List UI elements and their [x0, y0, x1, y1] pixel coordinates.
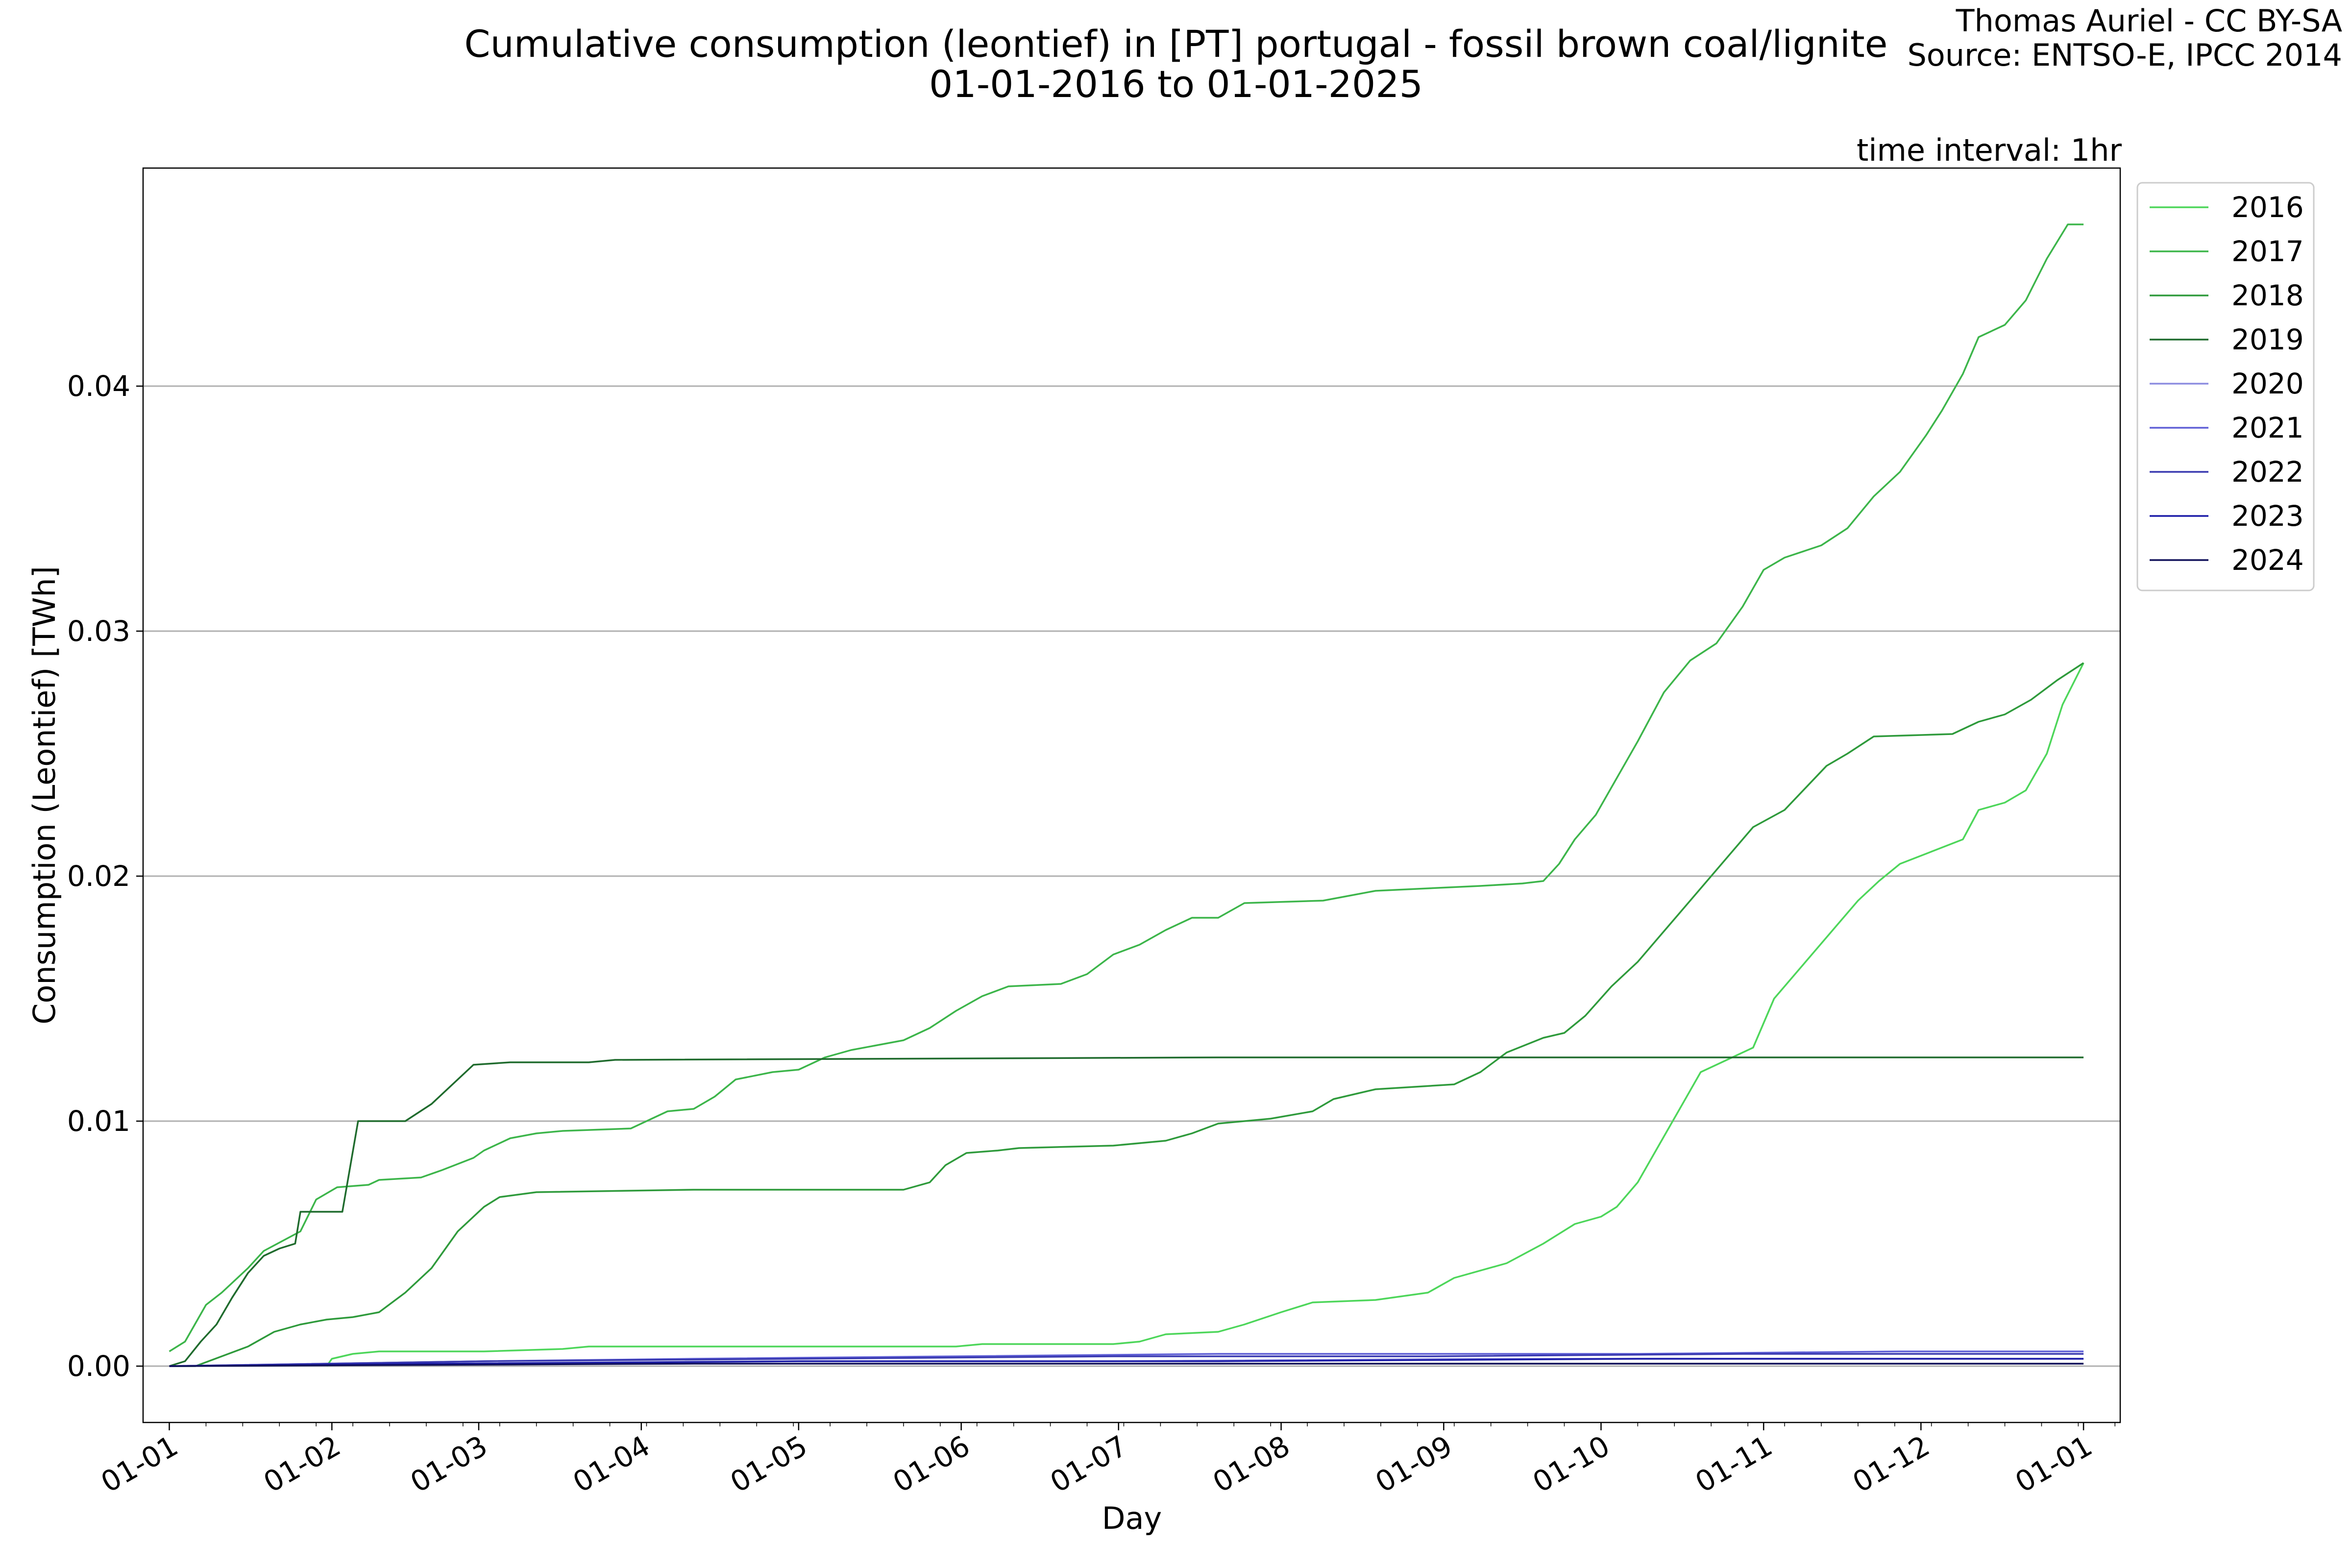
- legend-label: 2024: [2231, 543, 2304, 577]
- credit-source: Source: ENTSO-E, IPCC 2014: [1907, 37, 2342, 73]
- legend-label: 2020: [2231, 367, 2304, 400]
- legend-label: 2023: [2231, 499, 2304, 533]
- series-layer: [169, 223, 2084, 1367]
- legend-label: 2022: [2231, 455, 2304, 489]
- legend-label: 2016: [2231, 191, 2304, 224]
- series-line-2022: [169, 1353, 2084, 1367]
- series-line-2023: [169, 1358, 2084, 1367]
- series-line-2024: [169, 1363, 2084, 1367]
- series-line-2016: [326, 662, 2084, 1367]
- time-interval-note: time interval: 1hr: [1857, 132, 2122, 168]
- y-tick-label: 0.02: [67, 859, 130, 893]
- legend-item-2020: 2020: [2150, 367, 2304, 400]
- chart-title: Cumulative consumption (leontief) in [PT…: [465, 22, 1888, 66]
- legend-item-2024: 2024: [2150, 543, 2304, 577]
- series-line-2018: [169, 662, 2084, 1367]
- legend-label: 2018: [2231, 279, 2304, 312]
- legend-label: 2017: [2231, 235, 2304, 268]
- grid-lines: [143, 385, 2120, 1367]
- legend-item-2021: 2021: [2150, 411, 2304, 444]
- legend-frame: [2136, 182, 2315, 591]
- y-axis-label: Consumption (Leontief) [TWh]: [26, 566, 62, 1025]
- legend-label: 2021: [2231, 411, 2304, 444]
- y-tick-label: 0.04: [67, 369, 130, 403]
- x-axis-label: Day: [1102, 1500, 1162, 1536]
- legend-item-2019: 2019: [2150, 323, 2304, 356]
- legend-item-2022: 2022: [2150, 455, 2304, 489]
- legend-label: 2019: [2231, 323, 2304, 356]
- legend: 2016 2017 2018 2019 2020 2021 2022 2023 2024: [2136, 182, 2315, 591]
- y-axis: 0.00 0.01 0.02 0.03 0.04: [67, 369, 143, 1383]
- y-tick-label: 0.00: [67, 1349, 130, 1383]
- legend-item-2018: 2018: [2150, 279, 2304, 312]
- chart-subtitle: 01-01-2016 to 01-01-2025: [929, 62, 1423, 106]
- legend-item-2023: 2023: [2150, 499, 2304, 533]
- plot-area-frame: [142, 167, 2121, 1423]
- series-line-2017: [169, 223, 2084, 1352]
- series-line-2019: [169, 1056, 2084, 1367]
- credit-author: Thomas Auriel - CC BY-SA: [1956, 3, 2342, 39]
- y-tick-label: 0.03: [67, 614, 130, 648]
- legend-item-2017: 2017: [2150, 235, 2304, 268]
- y-tick-label: 0.01: [67, 1104, 130, 1138]
- legend-item-2016: 2016: [2150, 191, 2304, 224]
